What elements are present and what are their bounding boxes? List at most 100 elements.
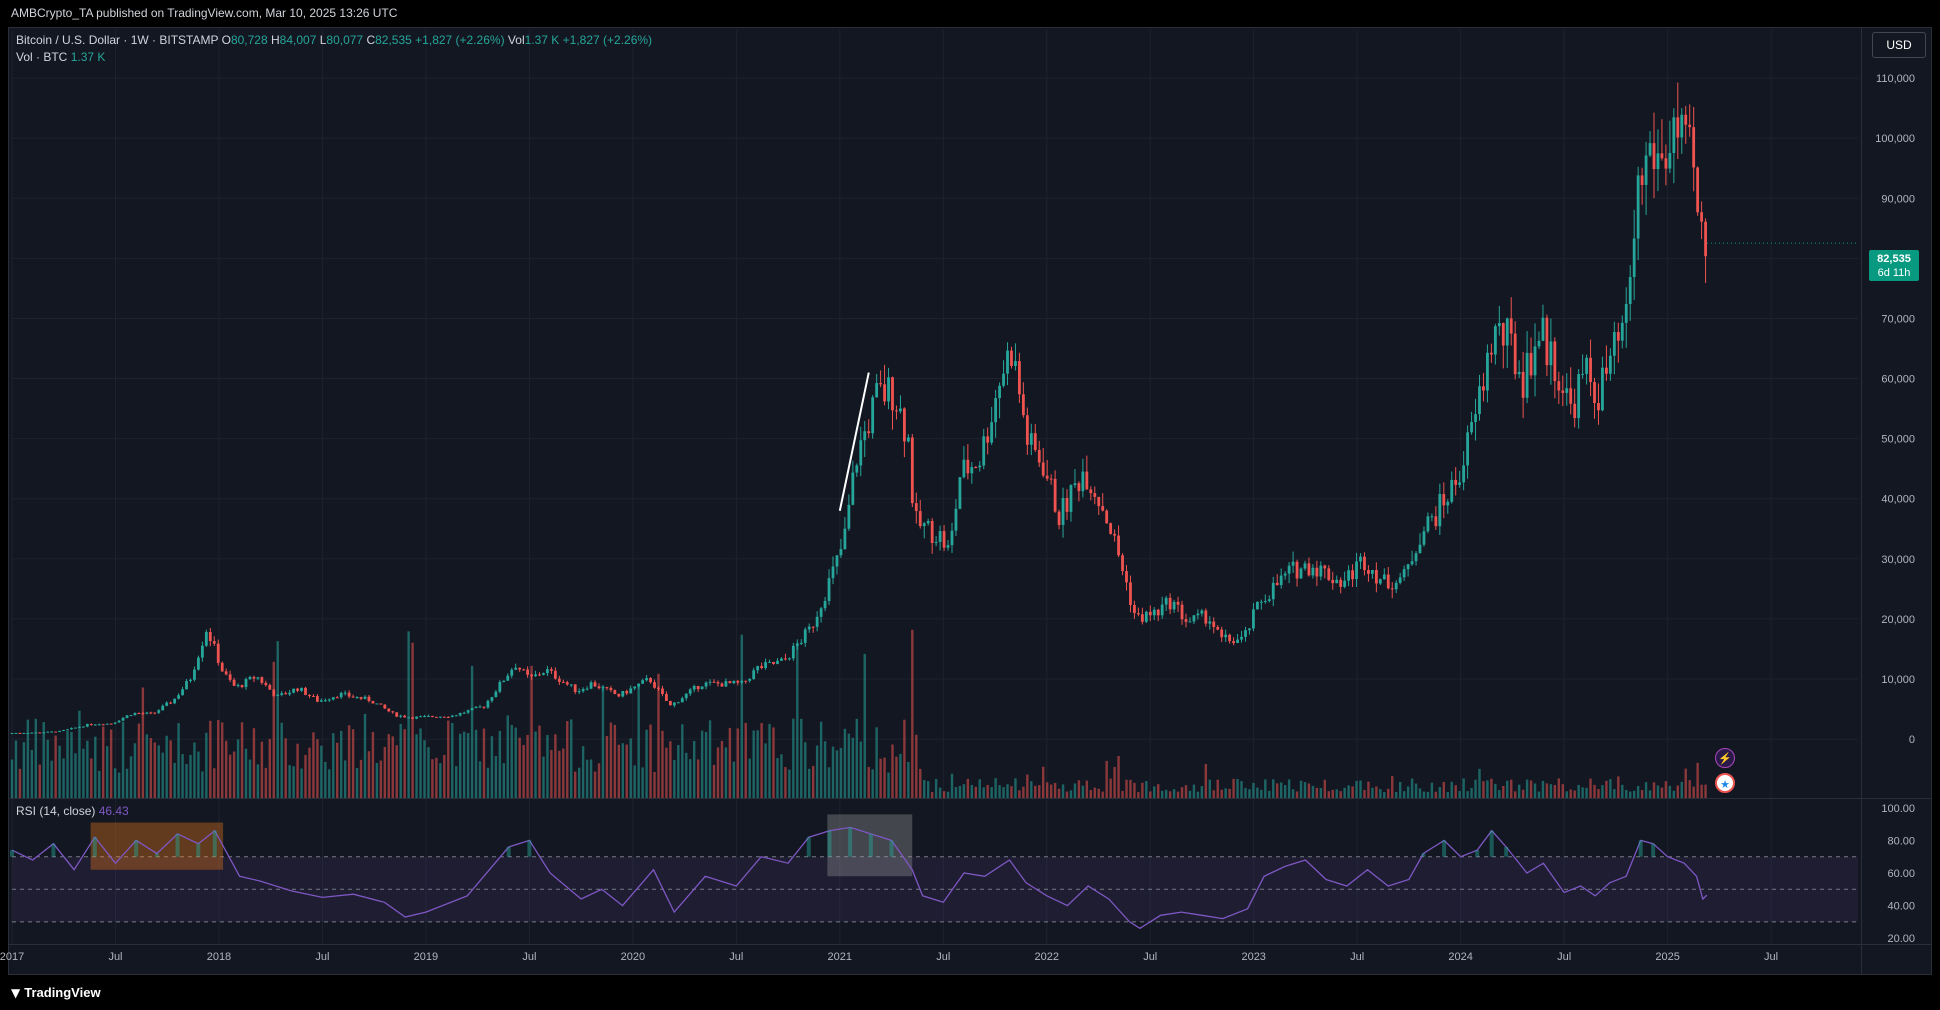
candle-body	[1359, 556, 1362, 562]
volume-bar	[1498, 790, 1501, 798]
volume-bar	[871, 769, 874, 798]
volume-bar	[1323, 779, 1327, 798]
candle-body	[1454, 479, 1458, 485]
candle-body	[1402, 569, 1406, 578]
time-tick-label: Jul	[1143, 951, 1157, 963]
candle-body	[169, 702, 173, 704]
candle-body	[1315, 567, 1319, 577]
currency-button[interactable]: USD	[1872, 32, 1926, 58]
candle-body	[363, 696, 367, 699]
volume-bar	[740, 634, 743, 798]
volume-bar	[1458, 791, 1461, 798]
volume-bar	[248, 759, 252, 798]
volume-bar	[1081, 785, 1085, 798]
volume-bar	[1121, 791, 1124, 798]
volume-bar	[1402, 791, 1406, 798]
volume-bar	[38, 764, 41, 798]
candle-body	[1319, 565, 1323, 577]
volume-bar	[1561, 784, 1564, 798]
candle-body	[470, 708, 474, 711]
candle-body	[1097, 496, 1101, 507]
volume-bar	[1625, 789, 1628, 798]
time-tick-label: 2018	[207, 951, 231, 963]
volume-bar	[1664, 781, 1668, 798]
candle-body	[1442, 494, 1446, 506]
candle-body	[1002, 373, 1005, 386]
candle-body	[704, 682, 708, 687]
candle-body	[383, 704, 387, 709]
candle-body	[165, 702, 169, 706]
candle-body	[264, 682, 268, 686]
candle-body	[244, 679, 248, 688]
volume-bar	[169, 740, 172, 798]
price-tick-label: 40,000	[1881, 494, 1915, 506]
volume-bar	[224, 740, 228, 798]
volume-bar	[1442, 781, 1445, 798]
candle-body	[1597, 403, 1600, 411]
volume-bar	[1371, 787, 1374, 798]
change-value: +1,827 (+2.26%)	[415, 33, 505, 47]
volume-bar	[1525, 779, 1529, 798]
candle-body	[772, 661, 775, 664]
candle-body	[819, 608, 823, 617]
chart-frame[interactable]	[8, 27, 1932, 975]
tv-logo-icon: ▼	[11, 986, 21, 1000]
us-flag-event-icon[interactable]: ★	[1715, 773, 1735, 793]
volume-bar	[1355, 780, 1358, 798]
candle-body	[343, 692, 347, 694]
candle-body	[1573, 403, 1577, 419]
volume-bar	[633, 765, 636, 798]
candle-body	[1018, 361, 1021, 395]
candle-body	[1180, 604, 1184, 620]
volume-bar	[252, 728, 256, 798]
candle-body	[141, 713, 145, 715]
volume-bar	[1450, 781, 1453, 798]
tradingview-logo[interactable]: ▼ TradingView	[11, 985, 101, 1000]
volume-bar	[185, 764, 188, 798]
candle-body	[1434, 516, 1438, 527]
candle-body	[212, 641, 216, 644]
candle-body	[1351, 570, 1354, 580]
price-chart[interactable]: 2017 Jul 2018 Jul 2019 Jul 2020 Jul 2021 Jul 2022 J…	[0, 0, 1940, 975]
volume-bar	[1521, 789, 1525, 798]
candle-body	[474, 706, 478, 709]
candle-body	[1291, 561, 1295, 566]
time-tick-label: 2024	[1448, 951, 1472, 963]
volume-bar	[10, 759, 14, 798]
candle-body	[462, 712, 466, 714]
volume-bar	[1061, 784, 1065, 798]
candle-body	[359, 697, 363, 699]
volume-bar	[792, 718, 795, 798]
volume-bar	[427, 747, 430, 798]
volume-bar	[661, 730, 664, 798]
high-label: H	[271, 33, 280, 47]
volume-bar	[1073, 783, 1077, 798]
volume-bar	[1113, 767, 1116, 798]
candle-body	[1374, 570, 1378, 584]
candle-body	[1406, 564, 1410, 570]
volume-bar	[895, 756, 898, 798]
volume-bar	[589, 759, 593, 798]
volume-bar	[808, 768, 811, 798]
volume-bar	[145, 734, 149, 798]
volume-bar	[879, 758, 882, 798]
volume-bar	[70, 731, 73, 798]
candle-body	[906, 437, 910, 442]
volume-bar	[1196, 791, 1200, 798]
volume-bar	[1379, 789, 1382, 798]
volume-bar	[1434, 791, 1438, 798]
volume-bar	[1640, 790, 1644, 798]
volume-bar	[165, 735, 168, 798]
volume-bar	[1045, 782, 1049, 798]
volume-bar	[1299, 780, 1303, 798]
candle-body	[347, 692, 351, 697]
candle-body	[1140, 614, 1144, 622]
volume-bar	[1315, 787, 1319, 798]
candle-body	[926, 520, 930, 524]
candle-body	[1688, 124, 1692, 128]
volume-bar	[689, 759, 692, 798]
volume-bar	[570, 719, 573, 798]
volume-bar	[153, 742, 156, 798]
lightning-event-icon[interactable]: ⚡	[1715, 748, 1735, 768]
volume-bar	[213, 768, 216, 798]
